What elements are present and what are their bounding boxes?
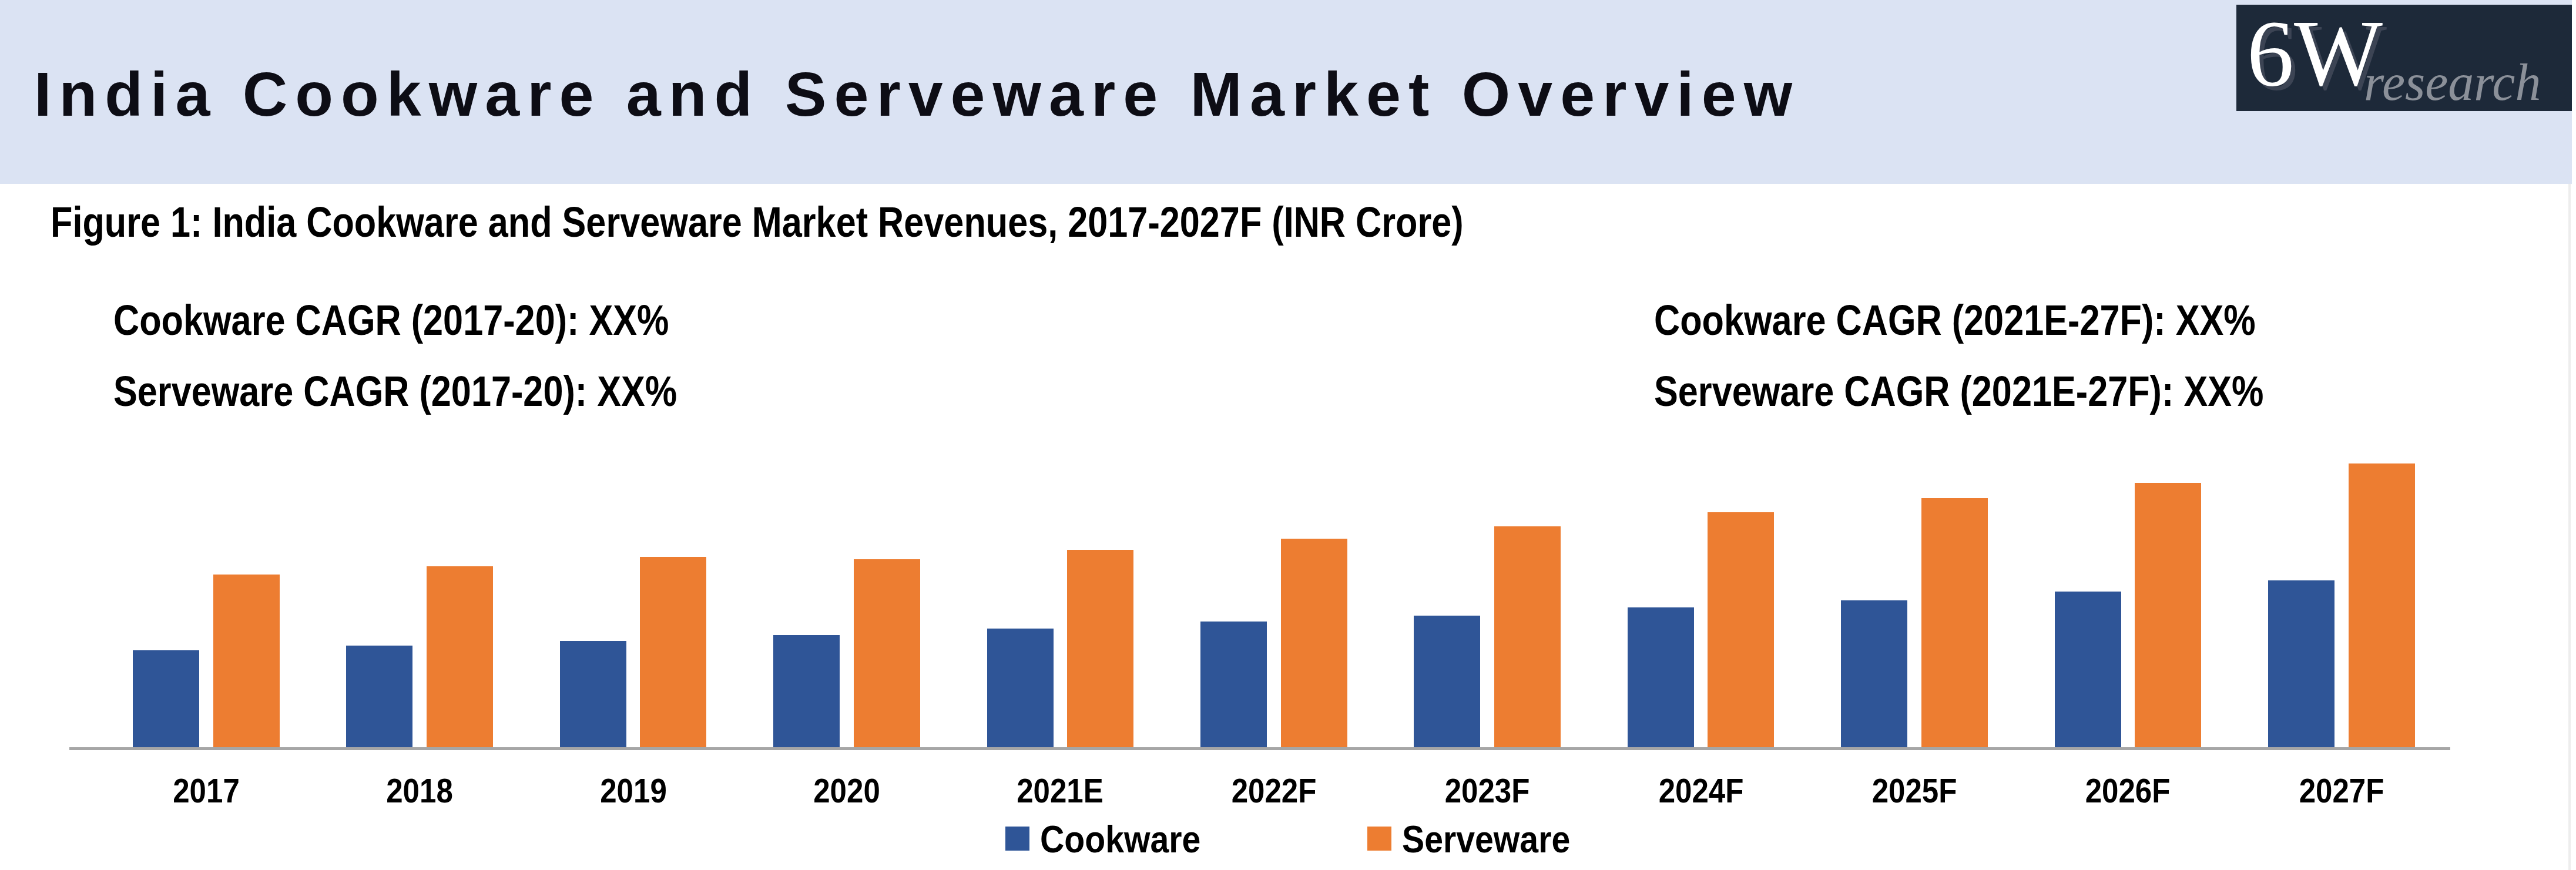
bar-cookware-2025f: [1841, 600, 1907, 747]
bar-cookware-2020: [773, 635, 840, 747]
logo-research-text: research: [2364, 57, 2541, 109]
header-band: India Cookware and Serveware Market Over…: [0, 0, 2572, 184]
x-axis-label-2024f: 2024F: [1636, 774, 1766, 808]
cagr-note-serveware-2017-20: Serveware CAGR (2017-20): XX%: [113, 370, 677, 412]
cagr-note-serveware-2021e-27f: Serveware CAGR (2021E-27F): XX%: [1654, 370, 2263, 412]
bar-cookware-2017: [133, 650, 199, 747]
x-axis-label-2021e: 2021E: [995, 774, 1125, 808]
bar-serveware-2019: [640, 557, 706, 747]
bar-serveware-2018: [427, 566, 493, 747]
brand-logo: 6W research: [2236, 5, 2572, 111]
bar-serveware-2025f: [1921, 498, 1988, 747]
bar-serveware-2026f: [2135, 483, 2201, 747]
bar-serveware-2020: [854, 559, 920, 747]
bar-serveware-2021e: [1067, 550, 1133, 747]
x-axis-label-2026f: 2026F: [2063, 774, 2192, 808]
x-axis-label-2019: 2019: [569, 774, 698, 808]
x-axis-label-2023f: 2023F: [1423, 774, 1552, 808]
legend-swatch-serveware: [1367, 827, 1391, 851]
legend-label-serveware: Serveware: [1402, 820, 1570, 858]
bar-cookware-2022f: [1200, 622, 1267, 747]
bar-cookware-2027f: [2268, 580, 2334, 747]
page-title: India Cookware and Serveware Market Over…: [34, 63, 1800, 125]
bar-cookware-2024f: [1628, 607, 1694, 747]
right-edge-divider: [2568, 184, 2571, 870]
x-axis-label-2027f: 2027F: [2277, 774, 2406, 808]
bar-cookware-2023f: [1414, 616, 1480, 747]
figure-caption: Figure 1: India Cookware and Serveware M…: [51, 201, 1464, 243]
bar-serveware-2027f: [2349, 463, 2415, 747]
bar-serveware-2022f: [1281, 539, 1347, 747]
legend-swatch-cookware: [1005, 827, 1029, 851]
bar-cookware-2019: [560, 641, 626, 747]
x-axis-label-2020: 2020: [782, 774, 911, 808]
x-axis-line: [69, 747, 2450, 750]
bar-serveware-2023f: [1494, 526, 1561, 747]
legend-label-cookware: Cookware: [1040, 820, 1200, 858]
x-axis-label-2018: 2018: [355, 774, 484, 808]
bar-cookware-2026f: [2055, 592, 2121, 747]
logo-6w-text: 6W: [2247, 6, 2383, 100]
x-axis-label-2022f: 2022F: [1209, 774, 1339, 808]
cagr-note-cookware-2021e-27f: Cookware CAGR (2021E-27F): XX%: [1654, 299, 2256, 341]
cagr-note-cookware-2017-20: Cookware CAGR (2017-20): XX%: [113, 299, 669, 341]
bar-serveware-2017: [213, 575, 280, 747]
bar-cookware-2018: [346, 646, 412, 747]
bar-cookware-2021e: [987, 629, 1054, 747]
x-axis-label-2017: 2017: [142, 774, 271, 808]
bar-serveware-2024f: [1708, 512, 1774, 747]
x-axis-label-2025f: 2025F: [1850, 774, 1979, 808]
